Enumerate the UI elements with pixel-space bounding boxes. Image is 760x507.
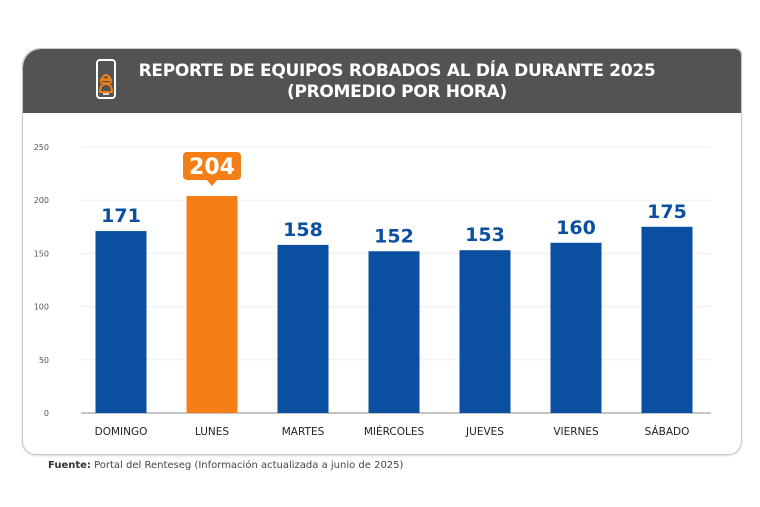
source-note: Fuente: Portal del Renteseg (Información… (48, 460, 403, 471)
data-label: 153 (465, 224, 505, 246)
bar-martes (277, 244, 329, 413)
callout-pointer (206, 178, 218, 186)
chart-title: REPORTE DE EQUIPOS ROBADOS AL DÍA DURANT… (23, 61, 741, 103)
data-label: 171 (101, 205, 141, 227)
bar-miércoles (368, 251, 420, 413)
x-tick-label: DOMINGO (95, 426, 148, 438)
source-label: Fuente: (48, 460, 91, 471)
phone-thief-icon (96, 59, 116, 99)
y-tick-label: 50 (39, 356, 49, 365)
highlight-callout (183, 151, 241, 180)
title-line-2: (PROMEDIO POR HORA) (286, 82, 508, 102)
chart-header: REPORTE DE EQUIPOS ROBADOS AL DÍA DURANT… (23, 49, 741, 113)
data-label: 158 (283, 219, 323, 241)
data-label: 175 (647, 201, 687, 223)
data-label: 204 (189, 155, 235, 180)
x-tick-label: VIERNES (553, 426, 599, 438)
y-tick-label: 200 (34, 196, 49, 205)
x-tick-label: LUNES (195, 426, 230, 438)
y-tick-label: 100 (34, 303, 49, 312)
bar-viernes (550, 242, 602, 413)
data-label: 152 (374, 225, 414, 247)
data-label: 160 (556, 217, 596, 239)
x-tick-label: SÁBADO (645, 425, 690, 438)
title-line-1: REPORTE DE EQUIPOS ROBADOS AL DÍA DURANT… (138, 61, 656, 81)
bar-chart: 0 50 100 150 200 250 171 DOMINGO 204 LUNES 158 MART… (34, 143, 711, 438)
y-tick-label: 0 (44, 409, 49, 418)
y-tick-label: 150 (34, 249, 49, 258)
bar-sábado (641, 226, 693, 413)
chart-card: REPORTE DE EQUIPOS ROBADOS AL DÍA DURANT… (22, 48, 742, 455)
bar-jueves (459, 250, 511, 413)
x-tick-label: JUEVES (465, 426, 504, 438)
x-tick-label: MARTES (282, 426, 325, 438)
bar-domingo (95, 231, 147, 413)
x-tick-label: MIÉRCOLES (364, 425, 425, 438)
bar-lunes (186, 195, 238, 413)
y-tick-label: 250 (34, 143, 49, 152)
source-text: Portal del Renteseg (Información actuali… (94, 460, 404, 471)
